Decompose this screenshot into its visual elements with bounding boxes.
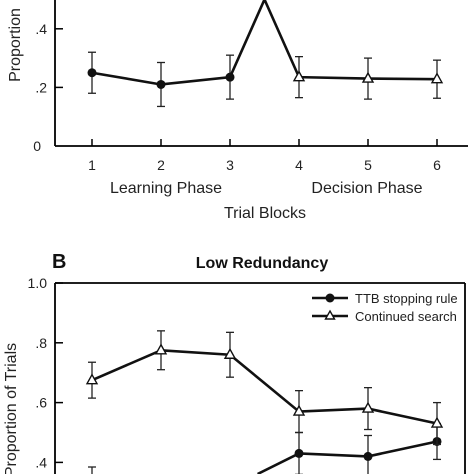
y-axis-title: Proportion (7, 8, 24, 82)
legend-label-continued: Continued search (355, 309, 457, 324)
y-tick-label: .4 (35, 21, 47, 37)
data-point-circle (225, 72, 235, 82)
data-point-triangle (430, 72, 444, 84)
panel-title: Low Redundancy (196, 255, 329, 272)
series-line (91, 0, 438, 86)
x-tick-label: 2 (157, 157, 165, 173)
legend-marker-ttb (325, 293, 335, 303)
data-point-triangle (292, 70, 306, 82)
y-tick-label: .6 (35, 395, 47, 411)
chart-panel-b: B Low Redundancy Proportion of Trials 1.… (3, 251, 466, 474)
data-point-circle (156, 79, 166, 89)
x-tick-label: 1 (88, 157, 96, 173)
data-point-circle (87, 68, 97, 78)
learning-phase-label: Learning Phase (110, 180, 222, 197)
x-tick-label: 4 (295, 157, 303, 173)
y-axis-title: Proportion of Trials (3, 343, 20, 474)
x-tick-label: 5 (364, 157, 372, 173)
x-axis-title: Trial Blocks (224, 205, 306, 222)
y-tick-label: 1.0 (28, 275, 48, 291)
data-point-triangle (361, 71, 375, 83)
decision-phase-label: Decision Phase (311, 180, 422, 197)
data-point-triangle (154, 343, 168, 355)
data-point-triangle (292, 404, 306, 416)
chart-panel-a: Proportion Trial Blocks Learning Phase D… (7, 0, 468, 222)
series-line (257, 440, 438, 474)
x-tick-label: 6 (433, 157, 441, 173)
y-tick-label: .2 (35, 79, 47, 95)
data-point-triangle (85, 373, 99, 385)
data-point-circle (294, 448, 304, 458)
x-tick-label: 3 (226, 157, 234, 173)
data-point-triangle (223, 347, 237, 359)
panel-letter: B (52, 251, 66, 273)
series-line (91, 348, 438, 425)
legend-marker-continued (324, 309, 336, 320)
y-tick-label: .8 (35, 335, 47, 351)
data-point-triangle (430, 416, 444, 428)
y-tick-label-zero: 0 (33, 138, 41, 154)
data-point-circle (363, 451, 373, 461)
legend-label-ttb: TTB stopping rule (355, 291, 458, 306)
data-point-triangle (361, 401, 375, 413)
legend: TTB stopping rule Continued search (312, 291, 458, 324)
y-tick-label: .4 (35, 454, 47, 470)
